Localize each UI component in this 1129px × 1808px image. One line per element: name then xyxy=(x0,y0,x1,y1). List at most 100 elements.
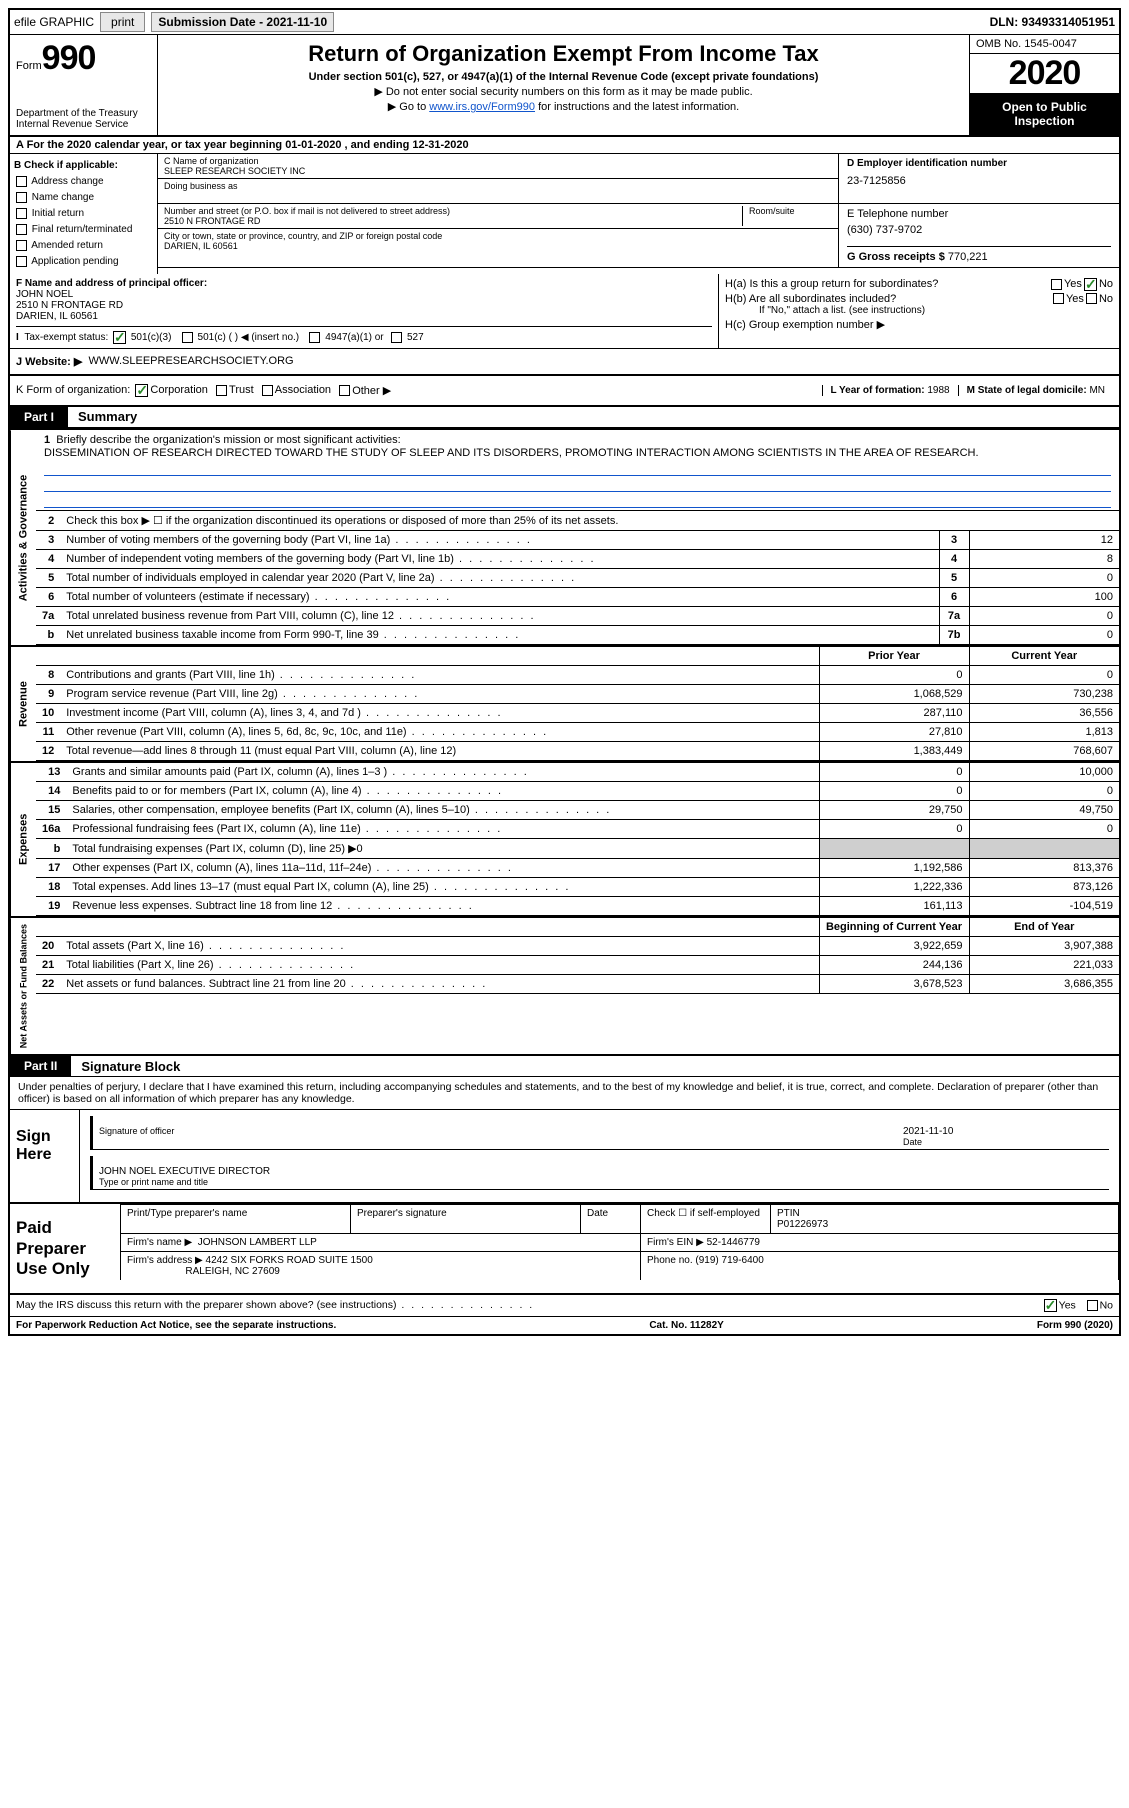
box-l: L Year of formation: 1988 xyxy=(822,385,958,396)
r14-text: Benefits paid to or for members (Part IX… xyxy=(66,782,819,801)
row-16a: 16aProfessional fundraising fees (Part I… xyxy=(36,820,1119,839)
ha-yes-label: Yes xyxy=(1064,278,1082,290)
firm-addr2: RALEIGH, NC 27609 xyxy=(185,1266,280,1277)
note2-pre: ▶ Go to xyxy=(388,101,429,113)
box-cde: C Name of organization SLEEP RESEARCH SO… xyxy=(158,154,1119,274)
cb-4947[interactable] xyxy=(309,332,320,343)
hb-no[interactable] xyxy=(1086,293,1097,304)
row-13: 13Grants and similar amounts paid (Part … xyxy=(36,763,1119,782)
firm-ein: 52-1446779 xyxy=(707,1237,760,1248)
prep-table: Print/Type preparer's name Preparer's si… xyxy=(120,1204,1119,1280)
r3-val: 12 xyxy=(969,531,1119,550)
cb-name-change[interactable] xyxy=(16,192,27,203)
discuss-no[interactable] xyxy=(1087,1300,1098,1311)
phone-value: (630) 737-9702 xyxy=(847,224,1111,236)
city-value: DARIEN, IL 60561 xyxy=(164,241,238,251)
side-revenue: Revenue xyxy=(10,647,36,761)
row-20: 20Total assets (Part X, line 16)3,922,65… xyxy=(36,937,1119,956)
prep-h-name: Print/Type preparer's name xyxy=(121,1205,351,1234)
hdr-end: End of Year xyxy=(969,918,1119,937)
b-item-3: Final return/terminated xyxy=(32,224,133,235)
sig-intro: Under penalties of perjury, I declare th… xyxy=(10,1077,1119,1110)
hc-label: H(c) Group exemption number ▶ xyxy=(725,318,1113,331)
cb-501c3[interactable] xyxy=(113,331,126,344)
ein-label: D Employer identification number xyxy=(847,158,1111,169)
box-d: D Employer identification number 23-7125… xyxy=(839,154,1119,203)
hb-yes[interactable] xyxy=(1053,293,1064,304)
mission-text: DISSEMINATION OF RESEARCH DIRECTED TOWAR… xyxy=(44,447,979,459)
box-h: H(a) Is this a group return for subordin… xyxy=(719,274,1119,348)
prep-label: Paid Preparer Use Only xyxy=(10,1204,120,1293)
discuss-text: May the IRS discuss this return with the… xyxy=(16,1299,534,1312)
expenses-table: 13Grants and similar amounts paid (Part … xyxy=(36,763,1119,916)
room-label: Room/suite xyxy=(749,206,795,216)
form-header: Form990 Department of the Treasury Inter… xyxy=(10,35,1119,137)
k-other: Other ▶ xyxy=(352,384,391,397)
r20-text: Total assets (Part X, line 16) xyxy=(60,937,819,956)
row-17: 17Other expenses (Part IX, column (A), l… xyxy=(36,859,1119,878)
mission-label: Briefly describe the organization's miss… xyxy=(56,434,400,446)
note-ssn: ▶ Do not enter social security numbers o… xyxy=(166,85,961,98)
prep-h-date: Date xyxy=(581,1205,641,1234)
revenue-section: Revenue Prior YearCurrent Year 8Contribu… xyxy=(10,645,1119,761)
print-button[interactable]: print xyxy=(100,12,145,32)
cb-501c[interactable] xyxy=(182,332,193,343)
r5-text: Total number of individuals employed in … xyxy=(60,569,939,588)
cb-app-pending[interactable] xyxy=(16,256,27,267)
cb-initial-return[interactable] xyxy=(16,208,27,219)
ha-yes[interactable] xyxy=(1051,279,1062,290)
cb-address-change[interactable] xyxy=(16,176,27,187)
top-bar: efile GRAPHIC print Submission Date - 20… xyxy=(10,10,1119,35)
sign-here-row: Sign Here Signature of officer 2021-11-1… xyxy=(10,1110,1119,1204)
r15-text: Salaries, other compensation, employee b… xyxy=(66,801,819,820)
r7b-val: 0 xyxy=(969,626,1119,645)
r11-text: Other revenue (Part VIII, column (A), li… xyxy=(60,723,819,742)
cb-final-return[interactable] xyxy=(16,224,27,235)
row-21: 21Total liabilities (Part X, line 26)244… xyxy=(36,956,1119,975)
cb-assoc[interactable] xyxy=(262,385,273,396)
ptin-value: P01226973 xyxy=(777,1219,828,1230)
c-name-label: C Name of organization xyxy=(164,156,259,166)
j-label: J Website: ▶ xyxy=(16,355,82,368)
cb-corp[interactable] xyxy=(135,384,148,397)
f-h-row: F Name and address of principal officer:… xyxy=(10,274,1119,349)
ein-value: 23-7125856 xyxy=(847,175,1111,187)
gross-label: G Gross receipts $ xyxy=(847,251,945,263)
r10-text: Investment income (Part VIII, column (A)… xyxy=(60,704,819,723)
sig-body: Signature of officer 2021-11-10 Date JOH… xyxy=(80,1110,1119,1202)
row-15: 15Salaries, other compensation, employee… xyxy=(36,801,1119,820)
ha-no[interactable] xyxy=(1084,278,1097,291)
form-prefix: Form xyxy=(16,60,42,72)
discuss-yes[interactable] xyxy=(1044,1299,1057,1312)
i-501c: 501(c) ( ) ◀ (insert no.) xyxy=(198,332,300,343)
r17-text: Other expenses (Part IX, column (A), lin… xyxy=(66,859,819,878)
cb-527[interactable] xyxy=(391,332,402,343)
cb-trust[interactable] xyxy=(216,385,227,396)
b-item-4: Amended return xyxy=(31,240,103,251)
cb-other[interactable] xyxy=(339,385,350,396)
b-item-2: Initial return xyxy=(32,208,84,219)
form-footer: Form 990 (2020) xyxy=(1037,1320,1113,1331)
cb-amended[interactable] xyxy=(16,240,27,251)
sig-date: 2021-11-10 xyxy=(903,1126,1103,1137)
sig-officer-label: Signature of officer xyxy=(99,1126,903,1136)
i-527: 527 xyxy=(407,332,424,343)
irs-link[interactable]: www.irs.gov/Form990 xyxy=(429,101,535,113)
note-link: ▶ Go to www.irs.gov/Form990 for instruct… xyxy=(166,100,961,113)
part1-header: Part I Summary xyxy=(10,407,1119,428)
netassets-table: Beginning of Current YearEnd of Year 20T… xyxy=(36,918,1119,994)
r22-text: Net assets or fund balances. Subtract li… xyxy=(60,975,819,994)
ha-no-label: No xyxy=(1099,278,1113,290)
r16b-text: Total fundraising expenses (Part IX, col… xyxy=(66,839,819,859)
k-assoc: Association xyxy=(275,384,331,396)
dln: DLN: 93493314051951 xyxy=(990,15,1115,29)
identity-block: B Check if applicable: Address change Na… xyxy=(10,154,1119,274)
b-item-1: Name change xyxy=(32,192,94,203)
type-label: Type or print name and title xyxy=(99,1177,270,1187)
row-18: 18Total expenses. Add lines 13–17 (must … xyxy=(36,878,1119,897)
hdr-prior: Prior Year xyxy=(819,647,969,666)
tax-year: 2020 xyxy=(970,54,1119,94)
r16a-text: Professional fundraising fees (Part IX, … xyxy=(66,820,819,839)
row-6: 6Total number of volunteers (estimate if… xyxy=(36,588,1119,607)
website-url: WWW.SLEEPRESEARCHSOCIETY.ORG xyxy=(88,355,293,368)
